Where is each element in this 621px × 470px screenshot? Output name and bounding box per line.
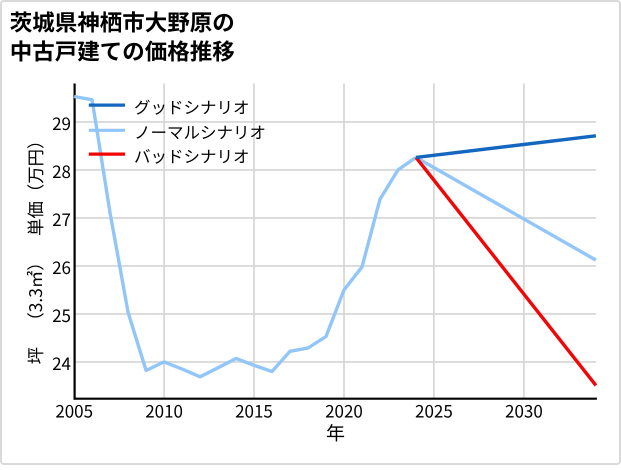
svg-text:2025: 2025 [415, 398, 453, 423]
svg-text:25: 25 [52, 302, 71, 327]
svg-text:29: 29 [52, 110, 71, 135]
svg-text:2005: 2005 [55, 398, 93, 423]
svg-text:年: 年 [326, 419, 345, 446]
svg-text:中古戸建ての価格推移: 中古戸建ての価格推移 [10, 35, 235, 67]
svg-text:26: 26 [52, 254, 71, 279]
svg-text:2020: 2020 [325, 398, 363, 423]
svg-text:バッドシナリオ: バッドシナリオ [134, 143, 250, 167]
svg-text:坪 （3.3㎡） 単価（万円）: 坪 （3.3㎡） 単価（万円） [23, 132, 48, 365]
svg-text:2030: 2030 [505, 398, 543, 423]
svg-text:2010: 2010 [145, 398, 183, 423]
svg-text:28: 28 [52, 158, 71, 183]
svg-text:24: 24 [52, 350, 71, 375]
svg-text:27: 27 [52, 206, 71, 231]
svg-text:ノーマルシナリオ: ノーマルシナリオ [134, 120, 266, 144]
svg-text:グッドシナリオ: グッドシナリオ [134, 94, 250, 118]
svg-text:茨城県神栖市大野原の: 茨城県神栖市大野原の [10, 6, 235, 38]
svg-text:2015: 2015 [235, 398, 273, 423]
